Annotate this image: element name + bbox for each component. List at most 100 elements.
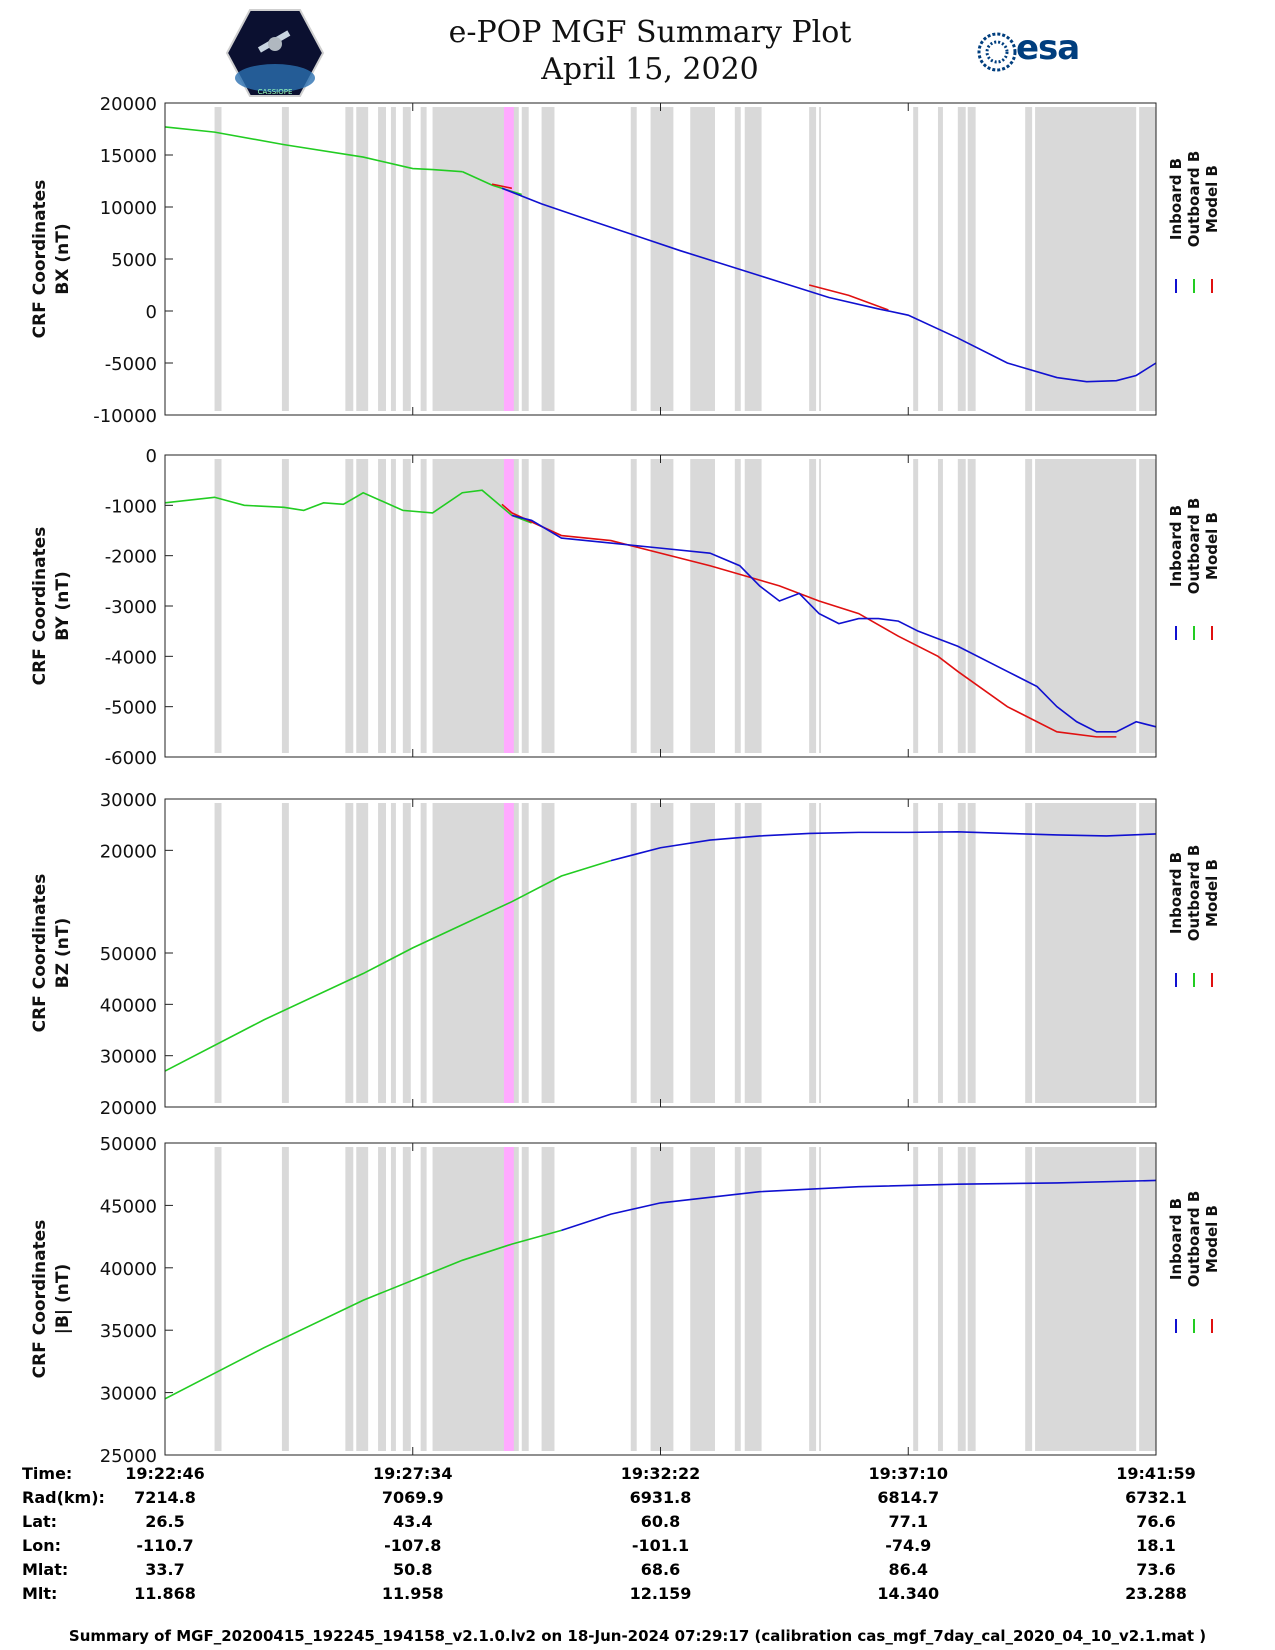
y-tick-label: -2000 <box>105 547 157 568</box>
y-tick-label: 0 <box>146 446 157 467</box>
gap-band <box>937 1147 943 1451</box>
gap-band <box>957 459 966 753</box>
gap-band <box>521 1147 529 1451</box>
gap-band <box>967 107 976 411</box>
gap-band <box>378 1147 386 1451</box>
ephemeris-value: 11.868 <box>134 1584 196 1603</box>
ephemeris-value: 7214.8 <box>134 1488 196 1507</box>
gap-band <box>819 1147 822 1451</box>
gap-band <box>744 803 762 1103</box>
gap-band <box>1139 1147 1156 1451</box>
gap-band <box>541 1147 555 1451</box>
gap-band <box>967 459 976 753</box>
gap-band <box>819 107 822 411</box>
gap-band <box>734 803 741 1103</box>
ephemeris-value: 23.288 <box>1125 1584 1187 1603</box>
y-tick-label: 5000 <box>111 250 157 271</box>
gap-band <box>281 1147 289 1451</box>
y-axis-label-line1: CRF Coordinates <box>30 180 50 339</box>
legend-label: Model B <box>1203 1205 1221 1273</box>
y-tick-label: 20000 <box>100 1098 157 1119</box>
gap-band <box>420 1147 427 1451</box>
gap-band <box>378 107 386 411</box>
y-tick-label: 0 <box>146 302 157 323</box>
gap-band <box>650 1147 674 1451</box>
ephemeris-value: 50.8 <box>393 1560 433 1579</box>
panel-2: 0 -1000 -2000 -3000 -4000 -5000 -6000 CRF Coord… <box>30 446 1221 769</box>
ephemeris-value: 86.4 <box>888 1560 928 1579</box>
gap-band <box>913 107 919 411</box>
gap-band <box>345 1147 354 1451</box>
cassiope-logo: CASSIOPE <box>225 9 325 97</box>
legend-label: Inboard B <box>1167 852 1185 934</box>
gap-band <box>913 803 919 1103</box>
highlight-band <box>503 107 514 411</box>
legend-label: Inboard B <box>1167 505 1185 587</box>
gap-band <box>809 1147 817 1451</box>
gap-band <box>390 803 396 1103</box>
highlight-band <box>503 803 514 1103</box>
gap-band <box>420 107 427 411</box>
gap-band <box>402 459 411 753</box>
series-line <box>610 831 1157 862</box>
ephemeris-value: 19:22:46 <box>125 1464 205 1483</box>
y-tick-label: -6000 <box>105 748 157 769</box>
y-tick-label: 30000 <box>100 1384 157 1405</box>
ephemeris-value: 60.8 <box>640 1512 681 1531</box>
ephemeris-value: 76.6 <box>1136 1512 1176 1531</box>
gap-band <box>420 803 427 1103</box>
esa-logo-text: esa <box>1016 28 1080 68</box>
gap-band <box>1139 107 1156 411</box>
y-axis-label-line1: CRF Coordinates <box>30 874 50 1033</box>
y-axis-label-line2: BY (nT) <box>53 571 73 641</box>
gap-band <box>402 107 411 411</box>
ephemeris-value: 11.958 <box>381 1584 444 1603</box>
gap-band <box>744 107 762 411</box>
ephemeris-value: 26.5 <box>145 1512 185 1531</box>
y-tick-label: 50000 <box>100 944 157 965</box>
gap-band <box>913 1147 919 1451</box>
highlight-band <box>503 1147 514 1451</box>
y-tick-label: -4000 <box>105 647 157 668</box>
highlight-band <box>503 459 514 753</box>
y-tick-label: 50000 <box>100 1134 157 1155</box>
series-line <box>491 183 513 190</box>
plot-title: e-POP MGF Summary Plot April 15, 2020 <box>400 14 900 88</box>
gap-band <box>967 1147 976 1451</box>
ephemeris-value: 77.1 <box>888 1512 928 1531</box>
gap-band <box>281 459 289 753</box>
y-tick-label: 45000 <box>100 1196 157 1217</box>
gap-band <box>214 107 222 411</box>
ephemeris-value: 43.4 <box>393 1512 433 1531</box>
gap-band <box>541 107 555 411</box>
y-tick-label: -5000 <box>105 698 157 719</box>
gap-band <box>420 459 427 753</box>
gap-band <box>378 803 386 1103</box>
panel-1: 20000 15000 10000 5000 0 -5000 -10000 CRF Coord… <box>30 94 1221 427</box>
gap-band <box>967 803 976 1103</box>
y-axis-label-line1: CRF Coordinates <box>30 527 50 686</box>
y-tick-label: -3000 <box>105 597 157 618</box>
ephemeris-value: 68.6 <box>640 1560 681 1579</box>
ephemeris-value: 14.340 <box>877 1584 940 1603</box>
gap-band <box>937 107 943 411</box>
gap-band <box>734 459 741 753</box>
gap-band <box>1025 1147 1033 1451</box>
legend-label: Outboard B <box>1185 151 1203 248</box>
ephemeris-value: 12.159 <box>629 1584 692 1603</box>
gap-band <box>650 803 674 1103</box>
gap-band <box>378 459 386 753</box>
gap-band <box>356 803 369 1103</box>
ephemeris-value: -107.8 <box>384 1536 442 1555</box>
gap-band <box>937 459 943 753</box>
ephemeris-value: 19:27:34 <box>372 1464 453 1483</box>
y-tick-label: 30000 <box>100 790 157 811</box>
legend-label: Outboard B <box>1185 845 1203 942</box>
panel-4: 50000 45000 40000 35000 30000 25000 CRF Coordi… <box>30 1134 1221 1467</box>
gap-band <box>1025 459 1033 753</box>
ephemeris-row-label: Mlat: <box>22 1560 69 1579</box>
ephemeris-value: 7069.9 <box>381 1488 444 1507</box>
gap-band <box>630 459 637 753</box>
gap-band <box>744 1147 762 1451</box>
gap-band <box>690 1147 716 1451</box>
